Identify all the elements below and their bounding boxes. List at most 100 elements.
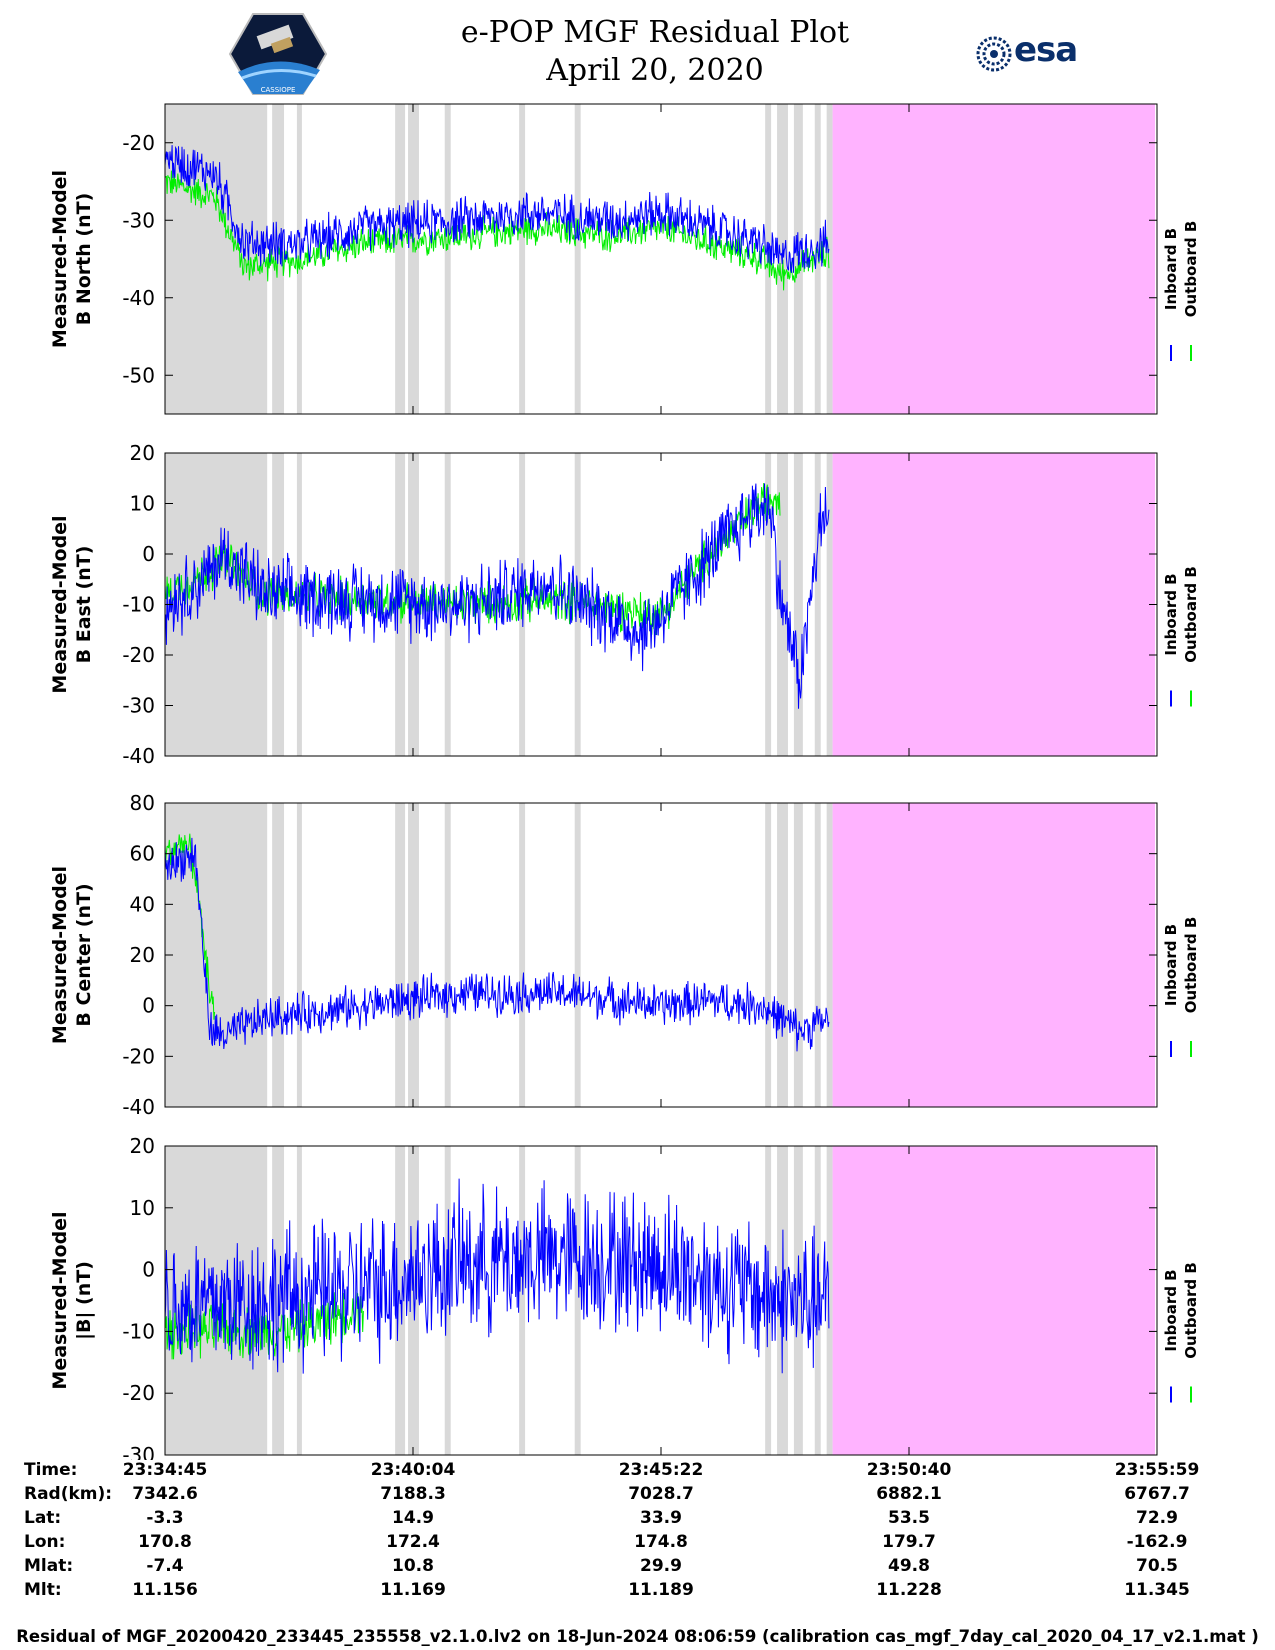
panel-3: 80 60 40 20 0 -20 -40 Measured-Model B Center (n… (49, 791, 1200, 1119)
gap-band (793, 1146, 803, 1455)
info-row-value: 11.189 (628, 1580, 694, 1600)
gap-band (574, 803, 581, 1107)
y-tick-label: -40 (122, 1095, 155, 1119)
no-data-band (832, 104, 1155, 414)
panel-1: -20 -30 -40 -50 Measured-Model B North (nT) In… (49, 103, 1200, 415)
y-tick-label: -50 (122, 363, 155, 387)
info-row-value: 53.5 (888, 1508, 930, 1528)
gap-band (814, 1146, 821, 1455)
info-row-value: 72.9 (1136, 1508, 1178, 1528)
gap-band (826, 803, 833, 1107)
info-row-value: 179.7 (882, 1532, 936, 1552)
y-tick-label: -30 (122, 208, 155, 232)
info-row-value: 10.8 (392, 1556, 434, 1576)
info-row-value: 29.9 (640, 1556, 682, 1576)
y-tick-label: -40 (122, 286, 155, 310)
gap-band (765, 453, 772, 756)
legend-label-inboard: Inboard B (1162, 924, 1180, 1006)
esa-logo-text: esa (1014, 30, 1078, 70)
no-data-band (832, 1146, 1155, 1455)
info-row-value: 14.9 (392, 1508, 434, 1528)
gap-band (574, 104, 581, 414)
gap-band (814, 803, 821, 1107)
y-tick-label: 60 (130, 842, 155, 866)
cassiope-logo-caption: CASSIOPE (261, 86, 296, 94)
plot-title: e-POP MGF Residual Plot April 20, 2020 (0, 14, 1275, 90)
info-row: Mlt: 11.156 11.169 11.189 11.228 11.345 (0, 1580, 1275, 1604)
plot-title-line1: e-POP MGF Residual Plot (460, 15, 850, 50)
no-data-band (832, 803, 1155, 1107)
info-row-value: 23:45:22 (618, 1460, 704, 1480)
info-row-value: 70.5 (1136, 1556, 1178, 1576)
info-row-value: 11.156 (132, 1580, 198, 1600)
y-axis-label-line2: B Center (nT) (73, 883, 95, 1026)
info-row-value: -7.4 (146, 1556, 184, 1576)
legend-label-outboard: Outboard B (1182, 221, 1200, 318)
y-tick-label: 10 (130, 1196, 155, 1220)
info-row-value: 7342.6 (132, 1484, 198, 1504)
info-row-value: 49.8 (888, 1556, 930, 1576)
cassiope-logo: CASSIOPE (228, 12, 328, 100)
gap-band (826, 104, 833, 414)
gap-band (272, 803, 285, 1107)
y-tick-label: 80 (130, 791, 155, 815)
legend: Inboard B Outboard B (1162, 221, 1200, 361)
y-axis-label: Measured-Model B North (nT) (49, 170, 95, 348)
y-tick-label: 20 (130, 1134, 155, 1158)
y-axis-label-line1: Measured-Model (49, 1211, 71, 1389)
y-axis-label-line1: Measured-Model (49, 515, 71, 693)
gap-band (444, 104, 451, 414)
gap-band (165, 104, 268, 414)
info-row-value: 174.8 (634, 1532, 688, 1552)
info-row-label: Lat: (24, 1508, 62, 1528)
y-tick-label: 0 (142, 542, 155, 566)
gap-band (814, 453, 821, 756)
info-row-value: 6882.1 (876, 1484, 942, 1504)
gap-band (814, 104, 821, 414)
gap-band (395, 803, 406, 1107)
gap-band (519, 104, 526, 414)
info-row: Lon: 170.8 172.4 174.8 179.7 -162.9 (0, 1532, 1275, 1556)
y-tick-label: -30 (122, 1443, 155, 1460)
y-tick-label: 40 (130, 892, 155, 916)
info-row-label: Lon: (24, 1532, 66, 1552)
info-row-value: 11.345 (1124, 1580, 1190, 1600)
y-axis-label-line2: |B| (nT) (73, 1261, 95, 1340)
info-row-value: 11.228 (876, 1580, 942, 1600)
info-row-value: 23:55:59 (1114, 1460, 1200, 1480)
y-tick-label: -10 (122, 1319, 155, 1343)
esa-logo: esa (974, 30, 1094, 74)
info-row-value: 6767.7 (1124, 1484, 1190, 1504)
y-axis-label-line2: B North (nT) (73, 193, 95, 326)
series-inboard-b (164, 1178, 830, 1374)
legend-label-outboard: Outboard B (1182, 917, 1200, 1014)
legend: Inboard B Outboard B (1162, 566, 1200, 707)
info-row-value: -162.9 (1126, 1532, 1188, 1552)
legend: Inboard B Outboard B (1162, 1262, 1200, 1403)
legend-label-outboard: Outboard B (1182, 566, 1200, 663)
y-tick-label: -20 (122, 1044, 155, 1068)
y-axis-label-line2: B East (nT) (73, 546, 95, 664)
gap-band (793, 803, 803, 1107)
legend-label-inboard: Inboard B (1162, 228, 1180, 310)
gap-band (296, 1146, 302, 1455)
info-row: Mlat: -7.4 10.8 29.9 49.8 70.5 (0, 1556, 1275, 1580)
info-row-value: 23:50:40 (866, 1460, 952, 1480)
y-tick-label: 20 (130, 943, 155, 967)
info-row: Rad(km): 7342.6 7188.3 7028.7 6882.1 6767.7 (0, 1484, 1275, 1508)
info-row-label: Mlt: (24, 1580, 62, 1600)
legend-label-inboard: Inboard B (1162, 573, 1180, 655)
y-axis-label-line1: Measured-Model (49, 866, 71, 1044)
gap-band (395, 104, 406, 414)
y-axis-label: Measured-Model |B| (nT) (49, 1211, 95, 1389)
gap-band (444, 803, 451, 1107)
footer-caption: Residual of MGF_20200420_233445_235558_v… (16, 1627, 1259, 1646)
info-row-value: 7188.3 (380, 1484, 446, 1504)
gap-band (793, 453, 803, 756)
info-row-value: -3.3 (146, 1508, 184, 1528)
panel-2: 20 10 0 -10 -20 -30 -40 Measured-Model B East (n… (49, 441, 1200, 768)
y-tick-label: 10 (130, 492, 155, 516)
info-row-value: 11.169 (380, 1580, 446, 1600)
y-tick-label: 20 (130, 441, 155, 465)
